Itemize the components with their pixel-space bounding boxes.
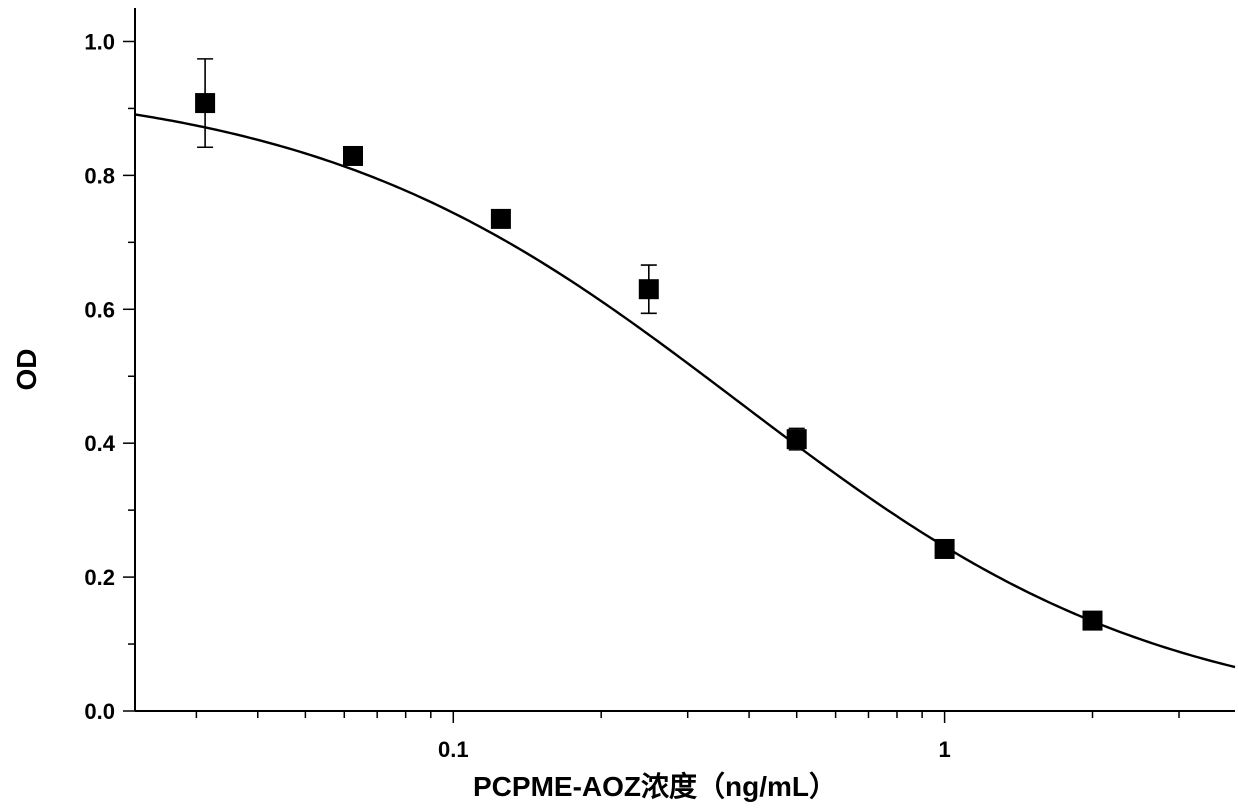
y-tick-label: 1.0	[84, 29, 115, 54]
y-axis-label: OD	[11, 349, 42, 391]
x-tick-label: 1	[938, 737, 950, 762]
data-point-marker	[787, 429, 807, 449]
y-tick-label: 0.4	[84, 431, 115, 456]
y-tick-label: 0.8	[84, 163, 115, 188]
data-point-marker	[1083, 611, 1103, 631]
y-tick-label: 0.2	[84, 565, 115, 590]
x-tick-labels: 0.11	[438, 737, 951, 762]
y-tick-labels: 0.0 0.2 0.4 0.6 0.8 1.0	[84, 29, 115, 724]
data-point-marker	[639, 279, 659, 299]
fit-curve	[135, 114, 1235, 667]
y-tick-label: 0.6	[84, 297, 115, 322]
y-tick-label: 0.0	[84, 699, 115, 724]
data-point-marker	[195, 93, 215, 113]
error-bars	[197, 59, 1100, 623]
data-markers	[195, 93, 1102, 631]
x-axis-label: PCPME-AOZ浓度（ng/mL）	[473, 770, 837, 802]
data-point-marker	[491, 209, 511, 229]
data-point-marker	[343, 146, 363, 166]
data-point-marker	[935, 539, 955, 559]
ticks	[123, 41, 1179, 723]
x-tick-label: 0.1	[438, 737, 469, 762]
